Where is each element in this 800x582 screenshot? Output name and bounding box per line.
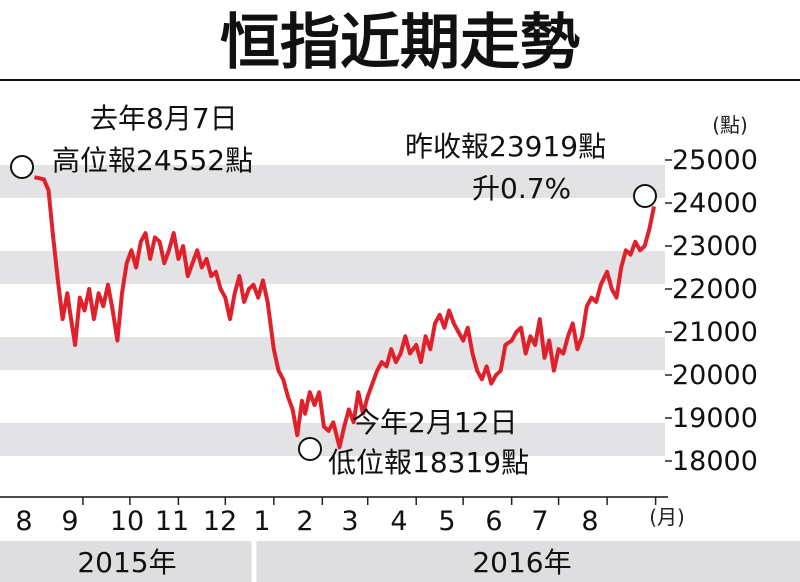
- year-label: 2016年: [472, 546, 571, 579]
- x-tick-label: 1: [253, 506, 270, 537]
- grid-bands: [0, 165, 665, 456]
- annotation-last-line: 升0.7%: [472, 172, 571, 205]
- y-tick-label: 21000: [672, 317, 758, 348]
- annotation-marker: [633, 184, 657, 208]
- year-label: 2015年: [77, 546, 176, 579]
- chart-title: 恒指近期走勢: [220, 8, 580, 78]
- hsi-line: [33, 175, 656, 450]
- x-tick-label: 11: [155, 506, 189, 537]
- x-tick-label: 6: [485, 506, 502, 537]
- year-bar: 2015年 2016年: [0, 541, 800, 582]
- x-tick-label: 10: [110, 506, 144, 537]
- grid-band: [0, 165, 665, 198]
- x-tick-label: 12: [203, 506, 237, 537]
- x-tick-label: 8: [581, 506, 598, 537]
- x-tick-label: 3: [341, 506, 358, 537]
- y-tick-label: 25000: [672, 145, 758, 176]
- y-tick-label: 20000: [672, 360, 758, 391]
- x-tick-label: 8: [15, 506, 32, 537]
- x-tick-label: 9: [61, 506, 78, 537]
- y-axis-ticks: 25000 24000 23000 22000 21000 20000 19000 18000: [665, 145, 758, 477]
- y-tick-label: 23000: [672, 231, 758, 262]
- grid-band: [0, 423, 665, 456]
- annotation-last-line: 昨收報23919點: [405, 130, 606, 163]
- x-tick-label: 4: [390, 506, 407, 537]
- grid-band: [0, 251, 665, 284]
- annotation-low-line: 今年2月12日: [352, 406, 517, 439]
- annotation-marker: [10, 155, 34, 179]
- y-tick-label: 24000: [672, 188, 758, 219]
- y-tick-label: 19000: [672, 403, 758, 434]
- annotation-high-line: 去年8月7日: [90, 102, 238, 135]
- x-tick-label: 7: [531, 506, 548, 537]
- annotation-marker: [298, 437, 322, 461]
- year-bar-bg: [0, 541, 800, 582]
- y-axis-unit: (點): [712, 113, 748, 137]
- y-tick-label: 18000: [672, 446, 758, 477]
- annotation-high-line: 高位報24552點: [52, 144, 253, 177]
- x-tick-label: 5: [438, 506, 455, 537]
- y-tick-label: 22000: [672, 274, 758, 305]
- x-tick-label: 2: [296, 506, 313, 537]
- annotation-low-line: 低位報18319點: [328, 446, 529, 479]
- x-axis-unit: (月): [649, 505, 685, 529]
- x-axis-ticks: 8 9 10 11 12 1 2 3 4 5 6 7 8: [15, 497, 657, 537]
